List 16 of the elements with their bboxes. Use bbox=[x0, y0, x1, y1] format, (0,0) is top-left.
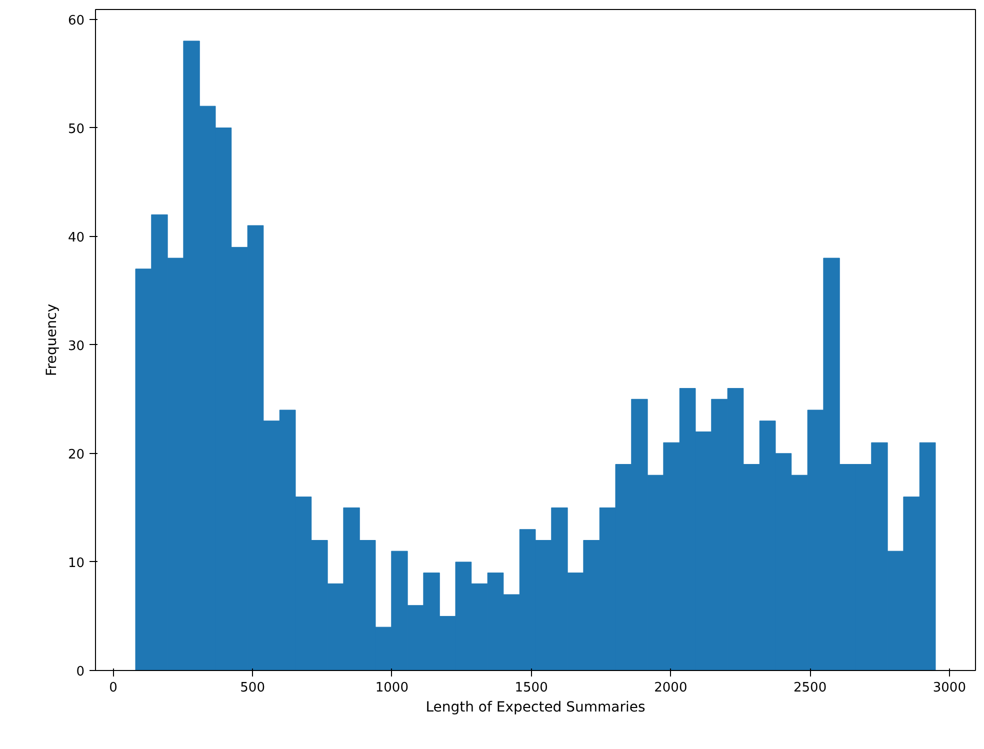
y-tick-label: 40 bbox=[68, 230, 85, 246]
x-tick-label: 500 bbox=[240, 680, 265, 696]
x-tick-label: 1500 bbox=[514, 680, 548, 696]
y-tick-label: 0 bbox=[76, 664, 85, 680]
y-axis-title: Frequency bbox=[44, 304, 60, 376]
y-tick-label: 10 bbox=[68, 556, 85, 571]
x-tick-label: 2000 bbox=[654, 680, 688, 696]
x-tick-label: 3000 bbox=[932, 680, 966, 696]
y-tick-label: 30 bbox=[68, 338, 85, 354]
y-tick-label: 20 bbox=[68, 447, 85, 462]
x-tick-label: 2500 bbox=[794, 680, 827, 696]
x-axis-title: Length of Expected Summaries bbox=[426, 700, 646, 716]
y-tick-label: 60 bbox=[68, 13, 85, 28]
x-tick-label: 0 bbox=[109, 680, 118, 696]
y-tick-label: 50 bbox=[68, 122, 85, 137]
x-tick-label: 1000 bbox=[375, 680, 408, 696]
